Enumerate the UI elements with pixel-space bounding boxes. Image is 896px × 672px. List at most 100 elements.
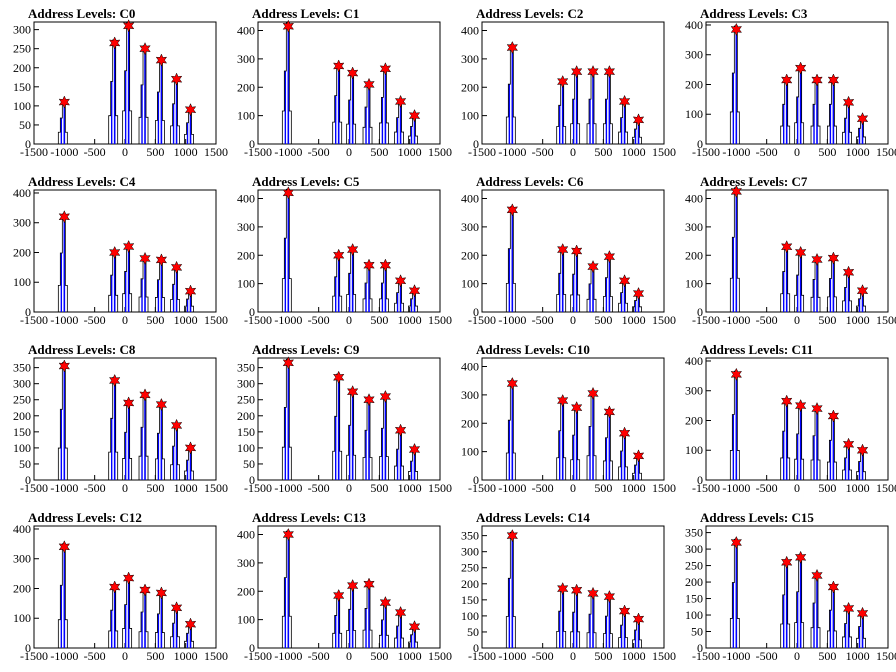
peak-outline <box>842 606 852 648</box>
peak-outline <box>122 575 133 648</box>
x-tick-label: -500 <box>756 481 778 495</box>
peak-outline <box>556 79 567 144</box>
y-tick-label: 100 <box>685 107 703 121</box>
peak-marker <box>170 72 183 86</box>
x-tick-label: 500 <box>594 649 612 663</box>
x-tick-label: 500 <box>818 145 836 159</box>
x-tick-label: 1500 <box>876 649 896 663</box>
peak-outline <box>408 625 418 648</box>
peak-marker <box>618 426 631 440</box>
peak-outline <box>729 370 740 480</box>
peak-marker <box>122 239 135 254</box>
peak-outline <box>729 25 740 144</box>
x-tick-label: 1000 <box>846 313 870 327</box>
peak-marker <box>139 251 151 266</box>
x-tick-label: 1500 <box>876 145 896 159</box>
x-tick-label: 0 <box>122 649 128 663</box>
y-tick-label: 0 <box>473 641 479 655</box>
peak-outline <box>138 45 149 144</box>
peak-marker <box>730 22 743 37</box>
chart-panel-c14: Address Levels: C14 0 50 100 150 200 250 300 350… <box>461 510 676 663</box>
y-tick-label: 50 <box>19 118 31 132</box>
peak-marker <box>379 258 392 272</box>
y-tick-label: 300 <box>685 220 703 234</box>
x-tick-label: 1000 <box>622 313 646 327</box>
peak-outline <box>842 270 852 312</box>
peak-marker <box>570 401 583 415</box>
y-tick-label: 400 <box>685 192 703 206</box>
peak-marker <box>856 443 869 457</box>
y-tick-label: 200 <box>461 248 479 262</box>
y-tick-label: 0 <box>249 641 255 655</box>
peak-marker <box>394 423 407 437</box>
peak-outline <box>603 594 613 648</box>
peak-outline <box>394 99 404 144</box>
panel-title: Address Levels: C1 <box>252 6 359 21</box>
panel-title: Address Levels: C6 <box>476 174 584 189</box>
peak-outline <box>57 543 68 648</box>
y-tick-label: 100 <box>685 277 703 291</box>
y-tick-label: 150 <box>685 592 703 606</box>
x-tick-label: 1500 <box>652 145 676 159</box>
peak-marker <box>394 94 407 109</box>
chart-panel-c4: Address Levels: C4 0 100 200 300 400 -1500 -100… <box>13 174 228 327</box>
y-tick-label: 300 <box>13 552 31 566</box>
x-tick-label: 500 <box>146 649 164 663</box>
x-tick-label: -1500 <box>20 145 48 159</box>
peak-outline <box>810 572 821 648</box>
peak-marker <box>570 65 583 79</box>
y-tick-label: 400 <box>13 522 31 536</box>
panel-title: Address Levels: C5 <box>252 174 360 189</box>
y-tick-label: 300 <box>237 52 255 66</box>
x-tick-label: -1000 <box>274 145 302 159</box>
peak-outline <box>632 118 642 144</box>
y-tick-label: 250 <box>13 393 31 407</box>
peak-marker <box>570 244 583 258</box>
peak-marker <box>618 604 631 618</box>
y-tick-label: 300 <box>461 220 479 234</box>
y-tick-label: 250 <box>13 42 31 56</box>
x-tick-label: -1500 <box>468 481 496 495</box>
x-tick-label: -1500 <box>692 145 720 159</box>
panel-title: Address Levels: C15 <box>700 510 814 525</box>
peak-outline <box>184 108 194 144</box>
y-tick-label: 250 <box>461 561 479 575</box>
x-tick-label: -1000 <box>722 313 750 327</box>
peak-marker <box>155 253 168 267</box>
peak-marker <box>332 59 345 73</box>
y-tick-label: 0 <box>249 305 255 319</box>
peak-outline <box>394 611 404 648</box>
y-tick-label: 250 <box>237 393 255 407</box>
peak-outline <box>379 393 389 480</box>
x-tick-label: -1000 <box>722 145 750 159</box>
x-tick-label: 1500 <box>204 649 228 663</box>
peak-marker <box>587 65 599 79</box>
peak-marker <box>827 409 840 423</box>
y-tick-label: 300 <box>13 377 31 391</box>
y-tick-label: 50 <box>243 457 255 471</box>
peak-outline <box>57 100 68 144</box>
peak-marker <box>394 605 407 620</box>
y-tick-label: 400 <box>237 24 255 38</box>
y-tick-label: 0 <box>25 473 31 487</box>
x-tick-label: -500 <box>532 313 554 327</box>
panel-title: Address Levels: C11 <box>700 342 813 357</box>
peak-marker <box>58 95 71 109</box>
y-tick-label: 200 <box>461 416 479 430</box>
y-tick-label: 0 <box>697 473 703 487</box>
y-tick-label: 300 <box>461 388 479 402</box>
peak-marker <box>122 571 135 585</box>
peak-outline <box>505 380 516 480</box>
x-tick-label: 1000 <box>622 145 646 159</box>
peak-outline <box>570 405 581 480</box>
peak-marker <box>587 586 599 601</box>
peak-marker <box>379 389 392 404</box>
y-tick-label: 100 <box>461 445 479 459</box>
peak-outline <box>108 584 119 648</box>
x-tick-label: -500 <box>308 649 330 663</box>
y-tick-label: 200 <box>13 409 31 423</box>
x-tick-label: -500 <box>84 649 106 663</box>
peak-outline <box>57 362 68 480</box>
peak-marker <box>603 65 616 79</box>
peak-outline <box>810 77 821 144</box>
